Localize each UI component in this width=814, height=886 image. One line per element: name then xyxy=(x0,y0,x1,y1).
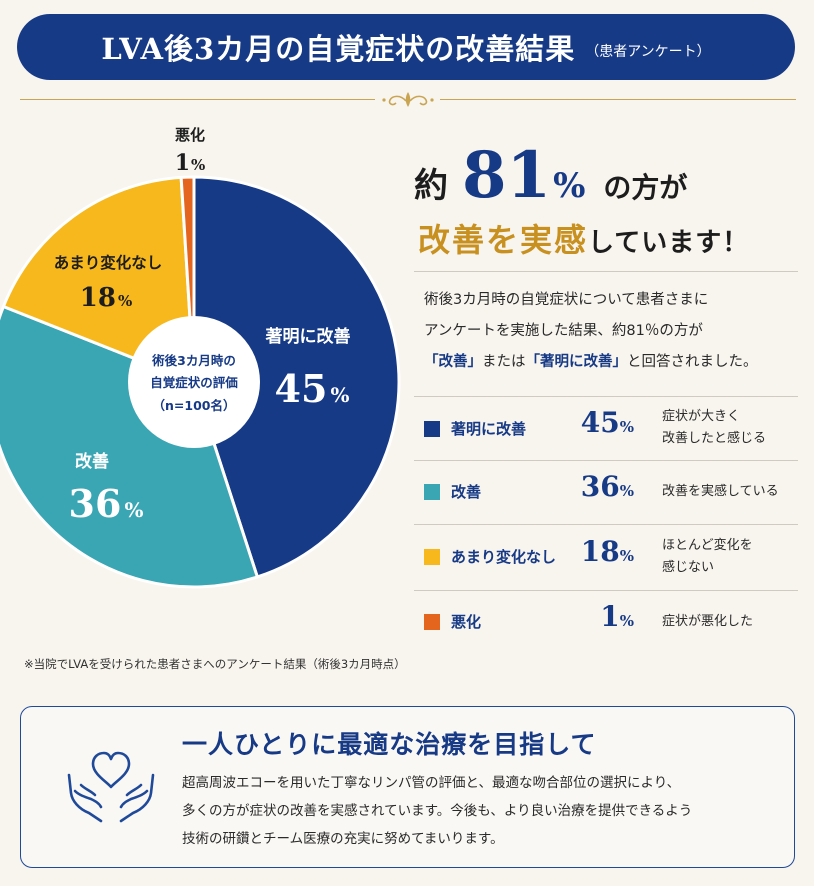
legend-row-worsened: 悪化 1% 症状が悪化した xyxy=(424,592,804,652)
page-title: LVA後3カ月の自覚症状の改善結果 xyxy=(101,32,576,66)
page-subtitle: （患者アンケート） xyxy=(585,44,711,60)
headline-unit: % xyxy=(553,166,586,206)
slice-label-1: 改善 xyxy=(75,451,109,472)
legend-value: 1% xyxy=(600,600,634,633)
message-title: 一人ひとりに最適な治療を目指して xyxy=(182,730,597,759)
legend-value: 18% xyxy=(580,535,634,568)
message-line1: 超高周波エコーを用いた丁寧なリンパ管の評価と、最適な吻合部位の選択により、 xyxy=(182,775,681,791)
headline-line2: 改善を実感 しています！ xyxy=(418,215,749,261)
quote-greatly-improved: 「著明に改善」 xyxy=(525,354,628,370)
divider-left xyxy=(20,99,375,100)
quote-improved: 「改善」 xyxy=(424,354,482,370)
pie-center-hole xyxy=(128,316,260,448)
legend-desc: 症状が悪化した xyxy=(662,614,754,629)
message-box: 一人ひとりに最適な治療を目指して 超高周波エコーを用いた丁寧なリンパ管の評価と、… xyxy=(20,706,795,868)
divider-line xyxy=(414,590,798,591)
slice-label-0: 著明に改善 xyxy=(266,326,351,347)
legend-row-greatly-improved: 著明に改善 45% 症状が大きく 改善したと感じる xyxy=(424,400,804,460)
legend-swatch xyxy=(424,484,440,500)
slice-label-2: あまり変化なし xyxy=(54,253,163,272)
pie-chart: 術後3カ月時の 自覚症状の評価 （n=100名） 著明に改善 45% 改善 36… xyxy=(0,126,401,589)
headline-value: 81 xyxy=(462,138,552,213)
divider-line xyxy=(414,460,798,461)
slice-value-1: 36% xyxy=(69,481,144,526)
headline-prefix: 約 xyxy=(414,166,448,206)
center-label-line1: 術後3カ月時の xyxy=(151,353,236,368)
slice-label-3: 悪化 xyxy=(175,126,205,144)
legend-row-no-change: あまり変化なし 18% ほとんど変化を 感じない xyxy=(424,527,804,587)
legend-value: 36% xyxy=(580,470,634,503)
legend-swatch xyxy=(424,614,440,630)
slice-value-2: 18% xyxy=(80,283,132,313)
legend-desc: ほとんど変化を 感じない xyxy=(662,538,753,575)
message-line2: 多くの方が症状の改善を実感されています。今後も、より良い治療を提供できるよう xyxy=(182,803,693,819)
slice-value-3: 1% xyxy=(175,150,206,176)
footnote: ※当院でLVAを受けられた患者さまへのアンケート結果（術後3カ月時点） xyxy=(24,657,406,671)
pie-slice-0 xyxy=(192,175,401,579)
slice-value-0: 45% xyxy=(275,366,350,411)
pie-slice-2 xyxy=(1,175,196,384)
center-label-line2: 自覚症状の評価 xyxy=(150,375,238,390)
message-line3: 技術の研鑽とチーム医療の充実に努めてまいります。 xyxy=(182,831,504,847)
pie-slice-1 xyxy=(0,305,259,589)
legend-value: 45% xyxy=(580,406,634,439)
legend-swatch xyxy=(424,549,440,565)
description-end: と回答されました。 xyxy=(627,354,758,370)
legend-desc: 症状が大きく 改善したと感じる xyxy=(662,409,767,446)
description-line2: アンケートを実施した結果、約81％の方が xyxy=(424,323,703,339)
divider-right xyxy=(440,99,796,100)
legend-swatch xyxy=(424,421,440,437)
legend-row-improved: 改善 36% 改善を実感している xyxy=(424,462,804,522)
title-banner: LVA後3カ月の自覚症状の改善結果 （患者アンケート） xyxy=(17,14,795,80)
divider-line xyxy=(414,396,798,397)
headline-suffix: の方が xyxy=(603,171,688,204)
heart-hands-icon xyxy=(67,751,155,823)
legend-label: 改善 xyxy=(451,483,482,501)
divider-line xyxy=(414,271,798,272)
legend-label: 著明に改善 xyxy=(451,420,527,438)
legend-desc: 改善を実感している xyxy=(662,484,779,499)
center-label-line3: （n=100名） xyxy=(153,398,236,413)
description-line1: 術後3カ月時の自覚症状について患者さまに xyxy=(424,292,709,308)
description-line3: 「改善」または「著明に改善」と回答されました。 xyxy=(424,347,804,378)
legend-label: 悪化 xyxy=(451,613,482,631)
ornament-icon xyxy=(382,92,434,107)
divider-line xyxy=(414,524,798,525)
headline-line2-rest: しています！ xyxy=(588,228,750,258)
description-mid: または xyxy=(482,354,526,370)
legend-label: あまり変化なし xyxy=(451,548,557,566)
description: 術後3カ月時の自覚症状について患者さまに アンケートを実施した結果、約81％の方… xyxy=(424,285,804,378)
headline-highlight: 改善を実感 xyxy=(418,221,589,259)
headline: 約 81 % の方が xyxy=(414,138,804,213)
message-body: 超高周波エコーを用いた丁寧なリンパ管の評価と、最適な吻合部位の選択により、 多く… xyxy=(182,769,782,853)
